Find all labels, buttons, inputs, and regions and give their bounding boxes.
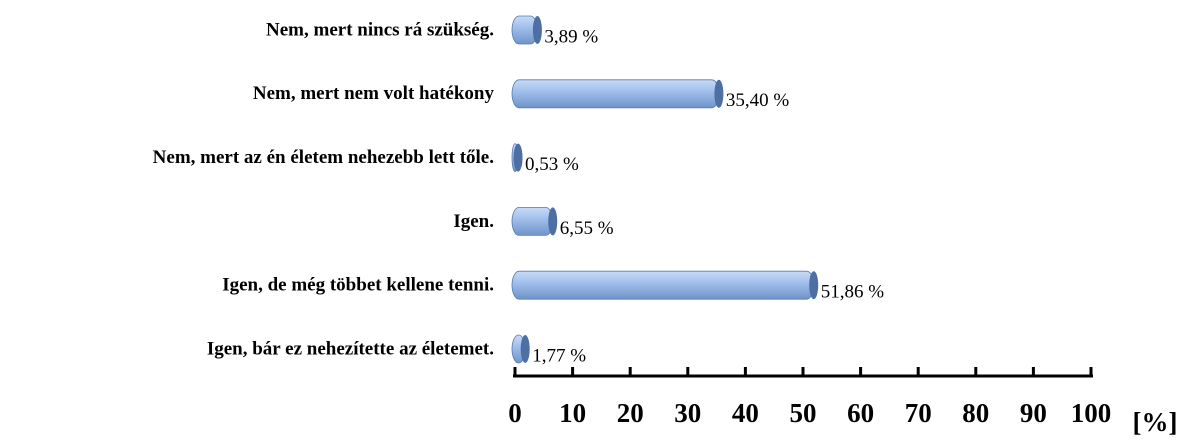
x-tick-label: 30 <box>674 398 701 428</box>
x-tick-label: 0 <box>508 398 522 428</box>
x-tick-label: 90 <box>1020 398 1047 428</box>
y-tick-label: Nem, mert az én életem nehezebb lett től… <box>153 147 494 168</box>
x-tick-label: 50 <box>790 398 817 428</box>
x-tick-label: 70 <box>905 398 932 428</box>
bar-cap <box>513 143 523 172</box>
value-label: 35,40 % <box>726 90 790 111</box>
y-tick-label: Nem, mert nincs rá szükség. <box>266 19 494 40</box>
x-tick-label: 80 <box>962 398 989 428</box>
bar <box>511 270 815 300</box>
y-tick-label: Igen. <box>453 211 494 232</box>
x-tick-label: 20 <box>617 398 644 428</box>
bar-cap <box>809 271 819 300</box>
y-tick-label: Igen, de még többet kellene tenni. <box>222 275 494 296</box>
bar-cap <box>520 335 530 363</box>
x-tick-label: 10 <box>559 398 586 428</box>
value-label: 3,89 % <box>544 26 598 47</box>
value-label: 0,53 % <box>525 154 579 175</box>
bar-cap <box>714 79 724 108</box>
x-tick-label: 60 <box>847 398 874 428</box>
bar-cap <box>548 207 558 236</box>
x-tick-label: 40 <box>732 398 759 428</box>
x-tick-label: 100 <box>1071 398 1112 428</box>
value-label: 51,86 % <box>821 282 885 303</box>
value-label: 1,77 % <box>532 345 586 366</box>
y-tick-label: Igen, bár ez nehezítette az életemet. <box>207 338 494 359</box>
y-tick-label: Nem, mert nem volt hatékony <box>253 83 495 104</box>
x-axis-label: [%] <box>1133 407 1178 437</box>
bar <box>511 79 720 109</box>
bar <box>511 206 554 236</box>
bar-cap <box>532 16 542 44</box>
value-label: 6,55 % <box>560 218 614 239</box>
